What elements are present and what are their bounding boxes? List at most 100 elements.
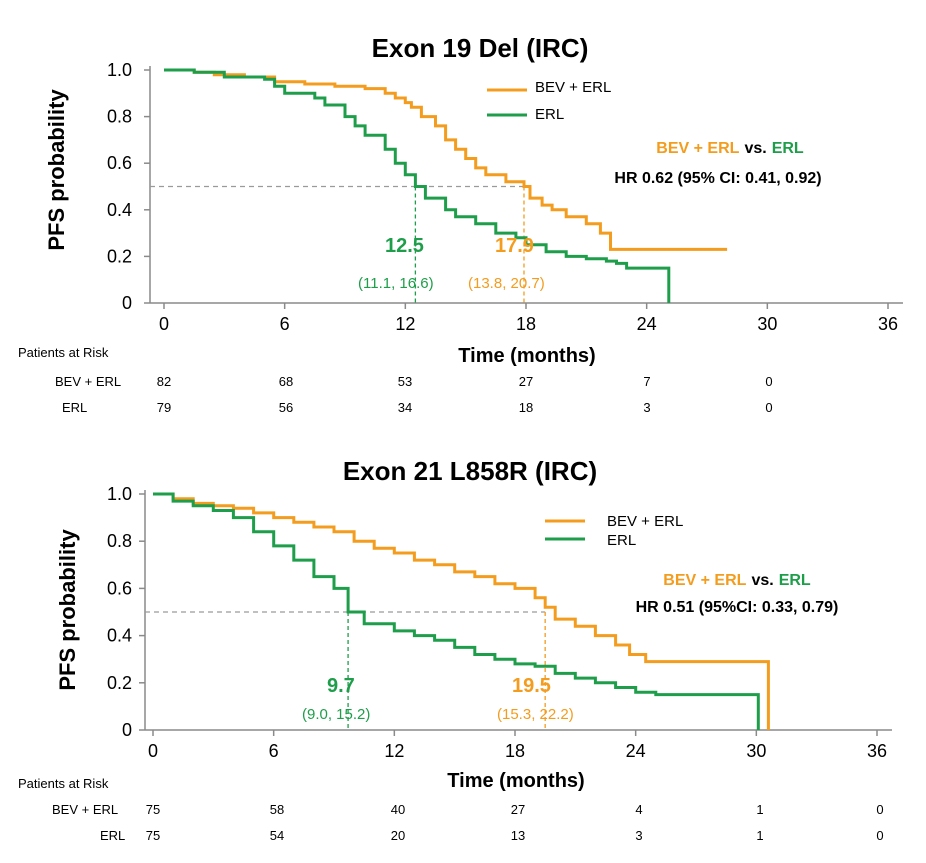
at-risk-value: 7: [643, 374, 650, 389]
at-risk-value: 40: [391, 802, 405, 817]
at-risk-value: 0: [765, 374, 772, 389]
at-risk-value: 27: [519, 374, 533, 389]
legend-label-bev-erl: BEV + ERL: [607, 513, 683, 530]
hr-comparison: BEV + ERL vs. ERL: [656, 140, 804, 157]
at-risk-value: 1: [756, 802, 763, 817]
hr-comparison: BEV + ERL vs. ERL: [663, 572, 811, 589]
x-tick-label: 36: [867, 741, 887, 761]
legend-label-erl: ERL: [535, 106, 564, 123]
km-curve-bev-erl: [164, 68, 728, 251]
x-tick-label: 0: [159, 314, 169, 334]
at-risk-header: Patients at Risk: [18, 345, 109, 360]
median-value-erl: 9.7: [327, 675, 355, 697]
x-tick-label: 0: [148, 741, 158, 761]
legend: BEV + ERL ERL: [487, 79, 611, 123]
x-tick-label: 18: [516, 314, 536, 334]
x-axis-label: Time (months): [447, 770, 584, 792]
at-risk-value: 0: [765, 400, 772, 415]
y-axis-label: PFS probability: [44, 89, 69, 251]
x-tick-label: 18: [505, 741, 525, 761]
median-value-bev-erl: 17.9: [495, 235, 534, 257]
median-ci-erl: (11.1, 16.6): [358, 275, 434, 292]
median-ci-erl: (9.0, 15.2): [302, 706, 370, 723]
at-risk-values: 75 58 40 27 4 1 0 75 54 20 13 3 1 0: [146, 802, 884, 843]
km-curve-bev-erl: [153, 492, 770, 730]
x-tick-label: 24: [637, 314, 657, 334]
hr-vs: vs.: [751, 572, 773, 589]
hr-value: HR 0.51 (95%CI: 0.33, 0.79): [636, 599, 839, 616]
at-risk-value: 4: [635, 802, 642, 817]
x-axis-label: Time (months): [458, 345, 595, 367]
y-tick-label: 0: [122, 720, 132, 740]
y-tick-label: 0.4: [107, 626, 132, 646]
axes: 0 0.2 0.4 0.6 0.8 1.0 0 6 12 18 24 30 36: [107, 60, 903, 334]
at-risk-value: 53: [398, 374, 412, 389]
x-tick-label: 30: [746, 741, 766, 761]
at-risk-value: 18: [519, 400, 533, 415]
x-tick-label: 36: [878, 314, 898, 334]
at-risk-value: 58: [270, 802, 284, 817]
panel-exon19: Exon 19 Del (IRC) PFS probability Time (…: [18, 33, 903, 415]
at-risk-value: 79: [157, 400, 171, 415]
at-risk-value: 27: [511, 802, 525, 817]
y-tick-label: 0.6: [107, 578, 132, 598]
at-risk-value: 75: [146, 828, 160, 843]
chart-title: Exon 21 L858R (IRC): [343, 456, 597, 486]
median-reference-lines: [145, 611, 546, 730]
at-risk-row-label: ERL: [62, 400, 87, 415]
at-risk-value: 13: [511, 828, 525, 843]
at-risk-value: 54: [270, 828, 284, 843]
at-risk-value: 0: [876, 802, 883, 817]
at-risk-values: 82 68 53 27 7 0 79 56 34 18 3 0: [157, 374, 773, 415]
at-risk-value: 3: [643, 400, 650, 415]
hr-arm1: BEV + ERL: [656, 140, 739, 157]
chart-title: Exon 19 Del (IRC): [372, 33, 589, 63]
y-tick-label: 1.0: [107, 484, 132, 504]
median-labels: 12.5 (11.1, 16.6) 17.9 (13.8, 20.7): [358, 235, 545, 292]
hr-vs: vs.: [744, 140, 766, 157]
legend-label-erl: ERL: [607, 532, 636, 549]
x-tick-label: 6: [269, 741, 279, 761]
at-risk-value: 0: [876, 828, 883, 843]
at-risk-value: 1: [756, 828, 763, 843]
at-risk-row-label: ERL: [100, 828, 125, 843]
panel-exon21: Exon 21 L858R (IRC) PFS probability Time…: [18, 456, 892, 843]
at-risk-value: 34: [398, 400, 412, 415]
at-risk-value: 56: [279, 400, 293, 415]
median-ci-bev-erl: (13.8, 20.7): [468, 275, 545, 292]
y-tick-label: 0.6: [107, 153, 132, 173]
hr-arm1: BEV + ERL: [663, 572, 746, 589]
median-value-erl: 12.5: [385, 235, 424, 257]
y-tick-label: 1.0: [107, 60, 132, 80]
at-risk-header: Patients at Risk: [18, 776, 109, 791]
x-tick-label: 12: [384, 741, 404, 761]
median-labels: 9.7 (9.0, 15.2) 19.5 (15.3, 22.2): [302, 675, 574, 723]
at-risk-row-label: BEV + ERL: [52, 802, 118, 817]
at-risk-row-label: BEV + ERL: [55, 374, 121, 389]
y-tick-label: 0: [122, 293, 132, 313]
legend-label-bev-erl: BEV + ERL: [535, 79, 611, 96]
median-value-bev-erl: 19.5: [512, 675, 551, 697]
y-tick-label: 0.4: [107, 200, 132, 220]
km-curve-erl: [164, 68, 671, 303]
survival-curves: [164, 68, 728, 303]
survival-curves: [153, 492, 770, 730]
x-tick-label: 24: [626, 741, 646, 761]
at-risk-value: 75: [146, 802, 160, 817]
x-tick-label: 30: [757, 314, 777, 334]
x-tick-label: 12: [395, 314, 415, 334]
hr-arm2: ERL: [779, 572, 811, 589]
hr-arm2: ERL: [772, 140, 804, 157]
at-risk-value: 3: [635, 828, 642, 843]
y-tick-label: 0.2: [107, 673, 132, 693]
at-risk-value: 68: [279, 374, 293, 389]
median-ci-bev-erl: (15.3, 22.2): [497, 706, 574, 723]
y-tick-label: 0.8: [107, 107, 132, 127]
y-tick-label: 0.2: [107, 246, 132, 266]
at-risk-value: 82: [157, 374, 171, 389]
median-reference-lines: [150, 185, 525, 303]
at-risk-value: 20: [391, 828, 405, 843]
x-tick-label: 6: [280, 314, 290, 334]
y-tick-label: 0.8: [107, 531, 132, 551]
